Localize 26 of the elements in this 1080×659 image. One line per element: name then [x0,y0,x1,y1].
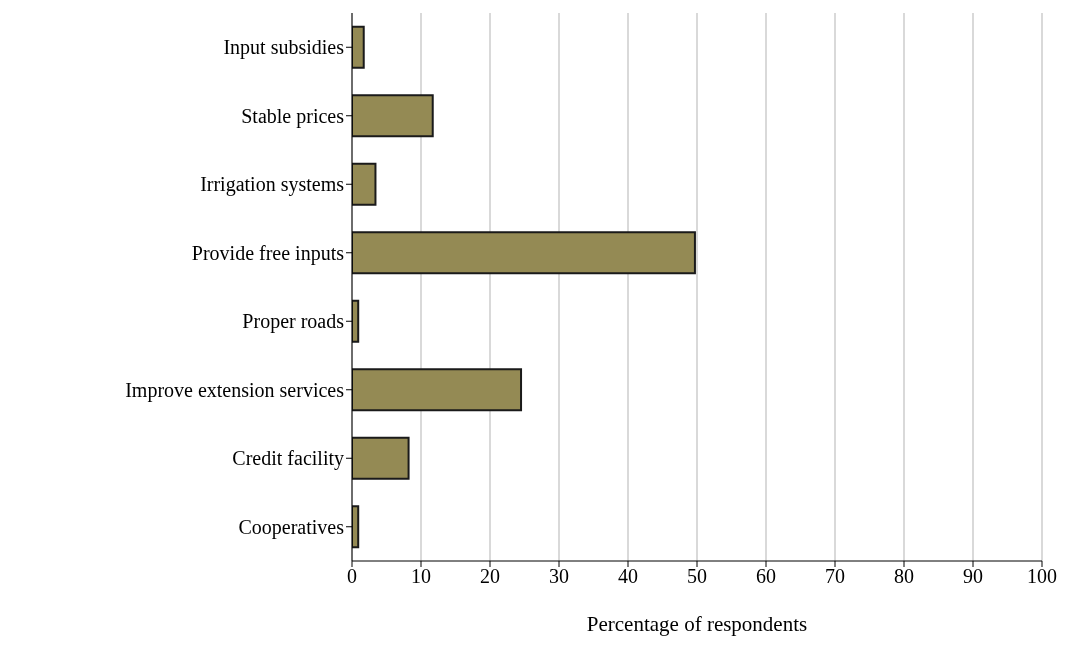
y-tick-label: Credit facility [232,447,344,471]
y-tick-label: Irrigation systems [200,173,345,197]
bar [352,231,696,275]
x-tick-label: 10 [411,565,431,588]
y-tick-label: Stable prices [241,104,345,128]
x-tick-label: 60 [756,565,776,588]
bar [352,25,365,69]
y-tick-label: Improve extension services [125,378,345,402]
bar [352,94,434,138]
bar [352,368,523,412]
x-tick-label: 50 [687,565,707,588]
bar [352,436,410,480]
y-tick-label: Proper roads [242,310,345,334]
y-tick-label: Input subsidies [223,36,345,60]
x-tick-label: 30 [549,565,569,588]
x-tick-label: 100 [1027,565,1057,588]
x-tick-label: 80 [894,565,914,588]
x-axis-title: Percentage of respondents [586,612,808,636]
x-tick-label: 20 [480,565,500,588]
x-tick-label: 90 [963,565,983,588]
x-tick-label: 40 [618,565,638,588]
x-tick-label: 0 [347,565,357,588]
x-tick-label: 70 [825,565,845,588]
y-tick-label: Cooperatives [238,515,345,539]
bar [352,162,377,206]
y-tick-label: Provide free inputs [191,241,345,265]
